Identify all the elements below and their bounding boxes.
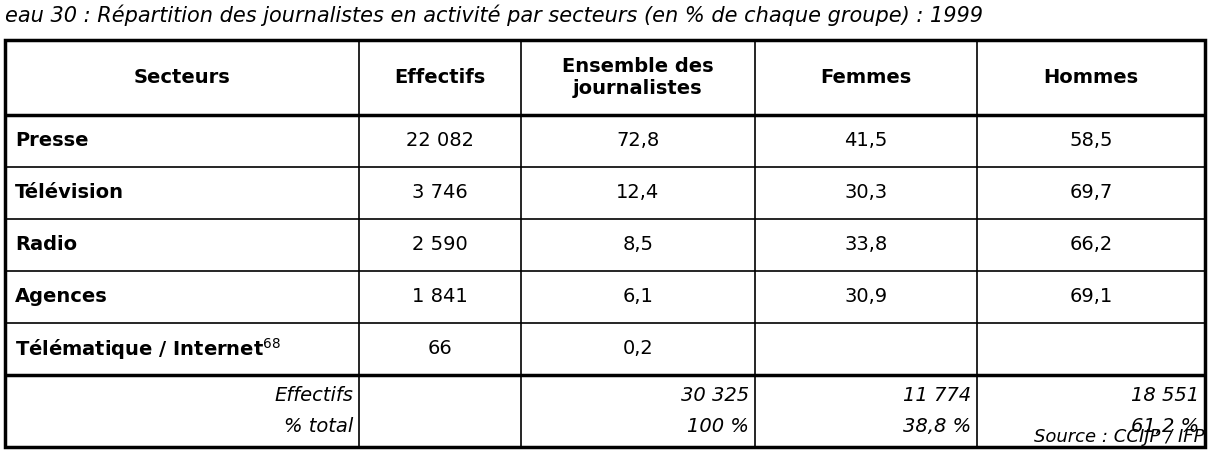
Text: 22 082: 22 082 [406,132,474,150]
Text: 61,2 %: 61,2 % [1131,417,1198,436]
Text: Radio: Radio [15,236,78,255]
Text: 18 551: 18 551 [1131,385,1198,405]
Text: Source : CCIJP / IFP: Source : CCIJP / IFP [1035,428,1205,446]
Text: Hommes: Hommes [1043,68,1139,87]
Text: 30,9: 30,9 [844,287,888,306]
Text: 33,8: 33,8 [844,236,888,255]
Text: eau 30 : Répartition des journalistes en activité par secteurs (en % de chaque g: eau 30 : Répartition des journalistes en… [5,5,983,26]
Text: 12,4: 12,4 [616,183,660,202]
Text: Effectifs: Effectifs [274,385,353,405]
Text: 2 590: 2 590 [412,236,468,255]
Text: Effectifs: Effectifs [394,68,485,87]
Text: Télématique / Internet$^{68}$: Télématique / Internet$^{68}$ [15,336,281,362]
Text: 66: 66 [428,340,452,359]
Text: 69,1: 69,1 [1070,287,1112,306]
Text: 6,1: 6,1 [622,287,654,306]
Text: Femmes: Femmes [820,68,912,87]
Text: 41,5: 41,5 [844,132,888,150]
Text: 30 325: 30 325 [680,385,748,405]
Text: Télévision: Télévision [15,183,124,202]
Text: 8,5: 8,5 [622,236,654,255]
Bar [5,40,1205,447]
Text: Secteurs: Secteurs [133,68,230,87]
Text: 1 841: 1 841 [412,287,468,306]
Text: 3 746: 3 746 [412,183,468,202]
Text: 30,3: 30,3 [844,183,888,202]
Text: 100 %: 100 % [687,417,748,436]
Text: Presse: Presse [15,132,89,150]
Text: 66,2: 66,2 [1070,236,1112,255]
Text: 38,8 %: 38,8 % [902,417,970,436]
Text: Ensemble des
journalistes: Ensemble des journalistes [562,57,713,98]
Text: 11 774: 11 774 [902,385,970,405]
Text: 0,2: 0,2 [622,340,654,359]
Text: 69,7: 69,7 [1070,183,1112,202]
Text: 58,5: 58,5 [1069,132,1112,150]
Text: 72,8: 72,8 [616,132,660,150]
Text: % total: % total [284,417,353,436]
Text: Agences: Agences [15,287,108,306]
